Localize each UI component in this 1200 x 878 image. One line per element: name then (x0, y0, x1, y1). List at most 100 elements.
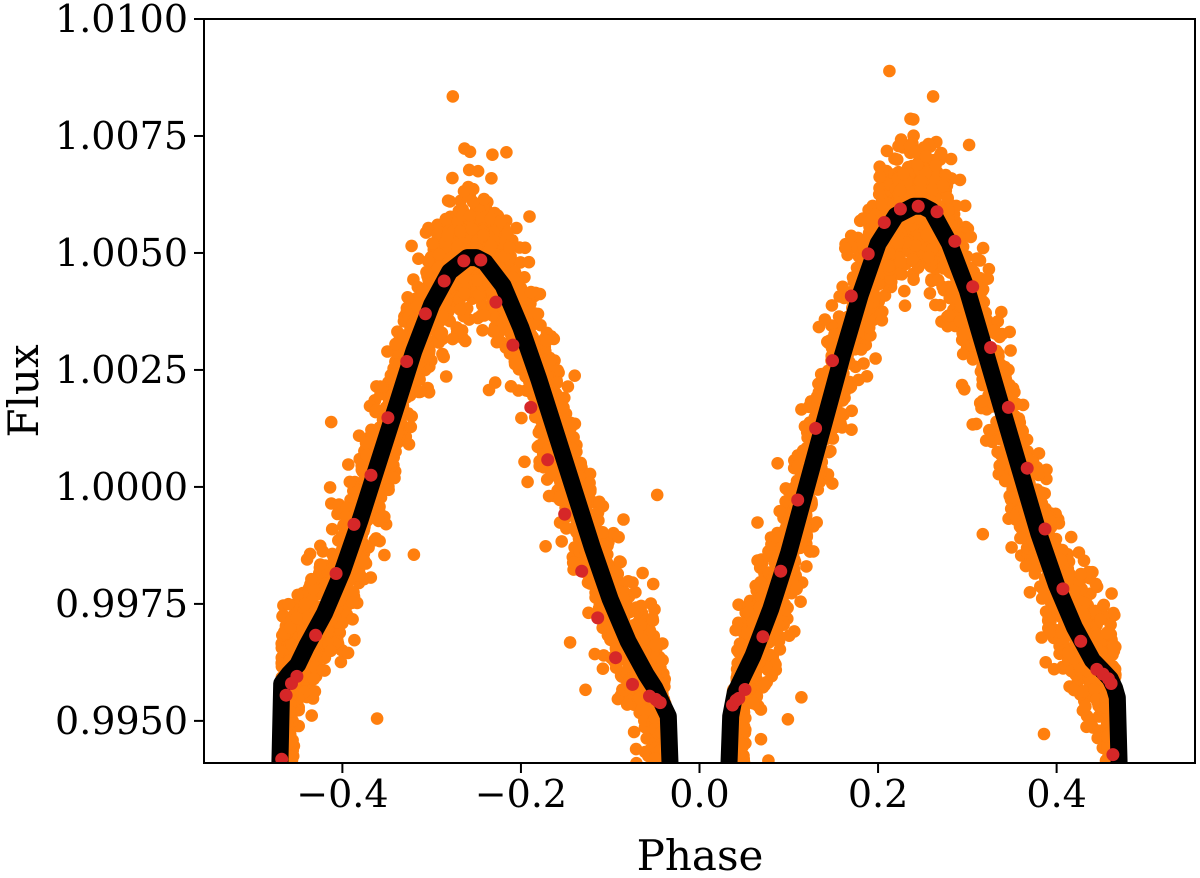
observation-point (458, 142, 471, 155)
observation-point (567, 556, 581, 569)
observation-point (988, 324, 1001, 338)
observation-point (422, 346, 436, 360)
observation-point (342, 458, 355, 471)
observation-point (1039, 656, 1052, 669)
observation-point (555, 535, 568, 548)
observation-point (372, 514, 385, 527)
observation-point (976, 241, 990, 255)
observation-point (1056, 543, 1069, 557)
observation-point (454, 225, 467, 238)
observation-point (443, 195, 457, 208)
observation-point (869, 352, 882, 365)
observation-point (1105, 587, 1118, 600)
observation-point (341, 646, 355, 660)
observation-point (389, 337, 402, 351)
observation-point (771, 457, 784, 470)
observation-point (883, 64, 896, 78)
observation-point (795, 691, 808, 704)
observation-point (919, 150, 933, 163)
observation-point (646, 614, 660, 627)
observation-point (956, 347, 970, 361)
observation-point (875, 314, 889, 327)
observation-point (388, 471, 401, 485)
observation-point (563, 636, 577, 649)
observation-point (446, 90, 460, 103)
observation-point (931, 273, 945, 287)
observation-point (290, 611, 304, 625)
observation-point (513, 241, 526, 254)
observation-point (854, 343, 868, 356)
observation-point (1047, 662, 1061, 676)
observation-point (649, 638, 662, 652)
observation-point (641, 764, 654, 777)
observation-point (894, 133, 908, 146)
observation-point (1037, 727, 1051, 741)
observation-point (907, 273, 920, 287)
observation-point (807, 545, 820, 558)
observation-point (970, 417, 983, 431)
observation-point (832, 310, 846, 323)
observation-point (751, 516, 764, 529)
observation-point (568, 369, 581, 383)
observation-point (1016, 398, 1030, 412)
observation-point (844, 229, 858, 243)
observation-point (490, 335, 504, 349)
observation-point (583, 577, 597, 590)
observation-point (446, 171, 459, 185)
observation-point (359, 436, 373, 450)
observation-point (561, 380, 575, 393)
observation-point (588, 647, 602, 661)
observation-point (346, 613, 359, 626)
observation-point (773, 643, 787, 656)
observation-point (531, 307, 545, 321)
observation-point (929, 298, 942, 312)
observation-point (614, 779, 627, 792)
observation-point (574, 456, 587, 470)
observation-point (334, 655, 348, 669)
observation-point (285, 638, 299, 652)
observation-point (558, 391, 571, 405)
observation-point (472, 288, 486, 301)
observation-point (794, 595, 807, 608)
observation-point (291, 588, 305, 602)
observation-point (762, 754, 775, 763)
observation-point (436, 309, 449, 323)
observation-point (613, 555, 626, 568)
observation-point (627, 725, 641, 739)
observation-point (316, 663, 330, 677)
observation-point (457, 286, 471, 300)
observation-point (923, 287, 937, 300)
observation-point (370, 712, 384, 725)
observation-point (486, 325, 500, 338)
observation-point (437, 350, 451, 364)
observation-point (1077, 554, 1091, 567)
observation-point (646, 577, 660, 591)
observation-point (929, 159, 942, 172)
observation-point (873, 170, 886, 184)
observation-point (818, 313, 832, 326)
observation-point (453, 303, 467, 317)
observation-point (486, 148, 499, 161)
observation-point (790, 582, 803, 596)
observation-point (374, 380, 387, 393)
observation-point (958, 383, 971, 396)
observation-point (769, 663, 783, 677)
observation-point (441, 229, 454, 243)
observation-point (596, 662, 610, 675)
observation-point (873, 160, 886, 173)
observation-point (880, 144, 894, 158)
observation-point (1064, 530, 1078, 544)
observation-point (412, 252, 425, 265)
observation-point (357, 555, 370, 568)
observation-point (758, 678, 771, 692)
observation-point (779, 603, 792, 617)
observation-point (810, 390, 824, 403)
observation-point (339, 510, 353, 524)
observation-point (890, 153, 904, 166)
observation-point (364, 571, 378, 584)
observation-point (1044, 625, 1058, 638)
observation-point (401, 291, 414, 304)
observation-point (1019, 559, 1033, 573)
observation-point (656, 653, 669, 667)
observation-point (307, 672, 321, 686)
